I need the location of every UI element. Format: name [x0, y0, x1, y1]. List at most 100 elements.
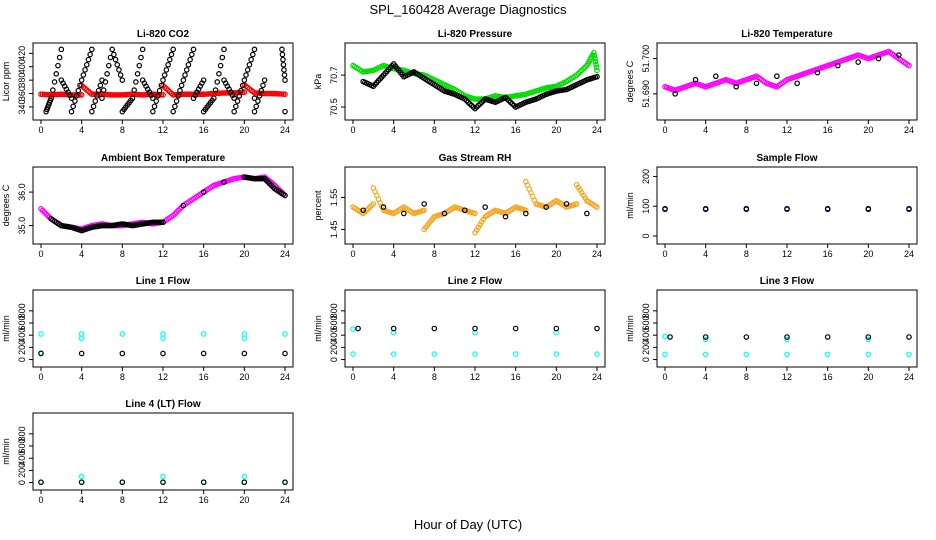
x-tick-label: 12 — [470, 125, 480, 135]
data-point — [662, 206, 668, 213]
data-point-fill — [151, 103, 158, 110]
data-point-fill — [582, 195, 588, 201]
y-tick-label: 600 — [641, 316, 651, 331]
data-point — [89, 46, 95, 53]
data-point — [702, 351, 709, 358]
data-point — [282, 108, 288, 115]
x-tick-label: 8 — [432, 372, 437, 382]
data-point — [160, 335, 166, 342]
x-tick-label: 4 — [703, 249, 708, 259]
data-point-fill — [73, 93, 80, 99]
data-point-fill — [379, 63, 385, 70]
chart-panel-9: Line 3 Flow ml/min 0 4 8 12 16 20 24 0 20040060080… — [625, 276, 918, 382]
data-point — [355, 325, 361, 332]
data-point-fill — [138, 91, 144, 98]
data-point — [502, 213, 509, 220]
y-axis-label: Licor ppm — [1, 62, 11, 102]
x-tick-label: 16 — [199, 249, 209, 259]
data-point-fill — [551, 88, 558, 95]
data-point-fill — [209, 90, 215, 97]
data-point-fill — [105, 62, 112, 69]
data-point-fill — [136, 62, 143, 69]
data-point — [824, 206, 831, 213]
y-tick-label: 380 — [17, 73, 27, 88]
data-point-fill — [843, 56, 850, 62]
x-tick-label: 0 — [38, 495, 43, 505]
x-tick-label: 24 — [592, 372, 602, 382]
data-point-fill — [368, 67, 375, 74]
x-tick-label: 24 — [904, 372, 914, 382]
data-point — [241, 77, 248, 83]
y-tick-label: 600 — [329, 316, 339, 331]
y-tick-label: 600 — [17, 316, 27, 331]
y-tick-label: 400 — [17, 451, 27, 466]
page-title: SPL_160428 Average Diagnostics — [369, 2, 567, 17]
data-point-fill — [148, 92, 154, 99]
data-point-fill — [67, 92, 73, 99]
data-point — [702, 334, 709, 340]
data-point-fill — [593, 61, 599, 68]
data-point-fill — [229, 92, 236, 99]
data-point-fill — [721, 77, 728, 84]
data-point-fill — [280, 56, 286, 63]
data-point-fill — [551, 198, 558, 205]
series-black — [360, 61, 600, 112]
y-tick-label: 360 — [17, 86, 27, 101]
data-point-fill — [161, 72, 168, 78]
chart-title: Li-820 Pressure — [438, 29, 513, 40]
data-point-fill — [248, 56, 254, 63]
chart-title: Li-820 CO2 — [137, 29, 190, 40]
data-point-fill — [368, 202, 375, 209]
data-point-fill — [823, 63, 829, 70]
data-point-fill — [67, 224, 73, 230]
chart-panel-5: Gas Stream RH percent 0 4 8 12 16 20 24 1.45 1.55 — [313, 153, 606, 259]
data-point — [78, 77, 85, 83]
y-tick-label: 400 — [329, 328, 339, 343]
data-point-fill — [368, 82, 375, 89]
data-point-fill — [531, 88, 538, 95]
data-point — [553, 325, 560, 332]
data-point-fill — [501, 95, 507, 102]
data-point-fill — [209, 97, 215, 104]
data-point-fill — [270, 184, 276, 190]
x-tick-label: 24 — [592, 249, 602, 259]
data-point — [200, 189, 207, 195]
data-point — [472, 351, 478, 357]
x-tick-label: 16 — [511, 125, 521, 135]
data-point — [431, 351, 438, 357]
data-point-fill — [244, 67, 251, 73]
data-point — [119, 350, 126, 357]
y-tick-label: 200 — [329, 340, 339, 355]
data-point — [553, 351, 560, 357]
data-point — [794, 80, 800, 87]
y-tick-label: 200 — [641, 169, 651, 184]
data-point-fill — [117, 92, 124, 98]
data-point-fill — [53, 70, 60, 77]
data-point-fill — [133, 79, 139, 85]
data-point — [139, 46, 146, 53]
data-point — [119, 331, 126, 337]
data-point-fill — [233, 103, 239, 110]
data-point-fill — [255, 98, 261, 104]
data-point — [784, 334, 790, 340]
data-point — [350, 351, 356, 357]
data-point-fill — [153, 98, 160, 104]
x-tick-label: 20 — [863, 249, 873, 259]
data-point-fill — [82, 67, 88, 73]
x-tick-label: 4 — [703, 372, 708, 382]
series-black — [48, 174, 288, 234]
x-tick-label: 16 — [199, 495, 209, 505]
data-point-fill — [94, 93, 100, 99]
data-point-fill — [97, 223, 104, 229]
data-point — [431, 325, 438, 332]
x-tick-label: 4 — [391, 372, 396, 382]
x-tick-label: 24 — [592, 125, 602, 135]
data-point-fill — [134, 70, 141, 77]
y-tick-label: 36.0 — [17, 183, 27, 201]
data-point-fill — [131, 87, 137, 93]
data-point — [667, 334, 673, 340]
data-point-fill — [97, 82, 104, 89]
x-tick-label: 8 — [432, 249, 437, 259]
y-tick-label: 200 — [17, 463, 27, 478]
